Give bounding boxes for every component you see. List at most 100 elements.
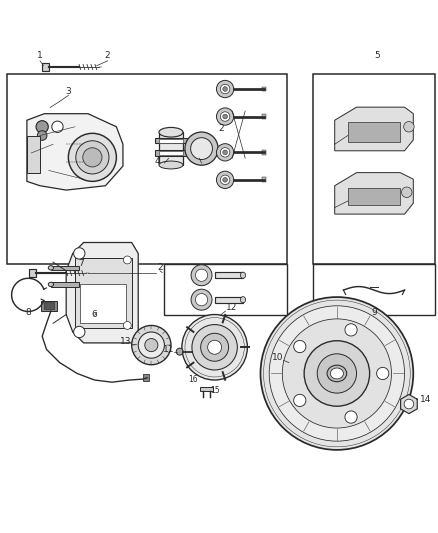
Circle shape xyxy=(83,148,102,167)
Text: 10: 10 xyxy=(272,353,284,362)
Circle shape xyxy=(132,326,171,365)
Text: 15: 15 xyxy=(210,386,220,395)
Circle shape xyxy=(191,289,212,310)
Circle shape xyxy=(74,326,85,338)
Text: 14: 14 xyxy=(420,395,431,404)
Bar xyxy=(313,75,435,264)
Circle shape xyxy=(36,120,48,133)
Circle shape xyxy=(377,367,389,379)
Bar xyxy=(155,138,187,143)
Circle shape xyxy=(216,144,234,161)
Bar xyxy=(42,63,49,71)
Bar xyxy=(348,123,400,142)
Text: 11: 11 xyxy=(162,345,174,353)
Circle shape xyxy=(74,248,85,259)
Text: 13: 13 xyxy=(120,337,132,346)
PathPatch shape xyxy=(335,173,413,214)
Bar xyxy=(159,139,183,142)
Text: 16: 16 xyxy=(188,375,198,384)
Circle shape xyxy=(294,341,306,353)
Circle shape xyxy=(216,80,234,98)
Text: 2: 2 xyxy=(105,51,110,60)
Ellipse shape xyxy=(159,161,183,169)
Ellipse shape xyxy=(330,368,343,379)
Circle shape xyxy=(223,114,227,119)
Circle shape xyxy=(191,138,212,159)
Circle shape xyxy=(294,394,306,407)
Bar xyxy=(313,264,435,314)
Bar xyxy=(75,258,132,328)
Circle shape xyxy=(76,141,109,174)
Bar xyxy=(348,188,400,205)
Circle shape xyxy=(220,84,230,94)
Circle shape xyxy=(182,314,247,380)
Bar xyxy=(80,284,126,323)
Circle shape xyxy=(404,122,414,132)
Circle shape xyxy=(145,338,158,352)
Bar xyxy=(29,269,36,277)
Circle shape xyxy=(404,399,414,409)
Circle shape xyxy=(185,132,218,165)
Circle shape xyxy=(283,319,392,428)
Ellipse shape xyxy=(240,297,246,303)
Circle shape xyxy=(176,348,183,355)
PathPatch shape xyxy=(66,243,138,343)
Circle shape xyxy=(216,171,234,189)
Circle shape xyxy=(195,294,208,306)
Bar xyxy=(164,264,287,314)
Text: 12: 12 xyxy=(226,303,237,312)
Ellipse shape xyxy=(48,265,53,270)
Bar xyxy=(155,150,187,156)
Text: 2: 2 xyxy=(157,263,163,272)
Ellipse shape xyxy=(159,127,183,137)
Circle shape xyxy=(201,333,229,361)
Ellipse shape xyxy=(240,272,246,278)
Bar xyxy=(262,177,266,182)
Polygon shape xyxy=(401,394,417,414)
Ellipse shape xyxy=(327,365,347,382)
Bar xyxy=(7,75,287,264)
Bar xyxy=(262,114,266,119)
Circle shape xyxy=(220,175,230,184)
Bar xyxy=(51,265,79,270)
Text: 9: 9 xyxy=(371,309,377,317)
Circle shape xyxy=(304,341,370,406)
Text: 5: 5 xyxy=(374,51,380,60)
Bar xyxy=(41,301,57,311)
Circle shape xyxy=(269,306,405,441)
Circle shape xyxy=(68,133,117,181)
Circle shape xyxy=(345,411,357,423)
Ellipse shape xyxy=(48,282,53,287)
Circle shape xyxy=(138,332,164,358)
PathPatch shape xyxy=(335,107,413,151)
Bar xyxy=(143,374,149,381)
Text: 3: 3 xyxy=(66,87,71,96)
Circle shape xyxy=(191,265,212,286)
Text: 8: 8 xyxy=(25,308,31,317)
Text: 6: 6 xyxy=(92,310,97,319)
Circle shape xyxy=(216,108,234,125)
Circle shape xyxy=(192,325,237,370)
Circle shape xyxy=(223,150,227,155)
Bar xyxy=(27,135,40,173)
Circle shape xyxy=(220,148,230,157)
Circle shape xyxy=(37,131,47,140)
Bar xyxy=(215,272,243,278)
Bar xyxy=(200,386,213,391)
Bar xyxy=(159,132,183,165)
Circle shape xyxy=(223,177,227,182)
Bar xyxy=(159,151,183,155)
Circle shape xyxy=(402,187,412,198)
PathPatch shape xyxy=(27,114,123,190)
Circle shape xyxy=(317,354,357,393)
Text: 4: 4 xyxy=(155,157,161,166)
Circle shape xyxy=(124,256,131,264)
Bar xyxy=(215,297,243,303)
Text: 7: 7 xyxy=(78,259,84,268)
Bar xyxy=(51,282,79,287)
Circle shape xyxy=(52,121,63,133)
Circle shape xyxy=(220,112,230,121)
Circle shape xyxy=(345,324,357,336)
Text: 1: 1 xyxy=(37,51,43,60)
Bar xyxy=(44,302,53,309)
